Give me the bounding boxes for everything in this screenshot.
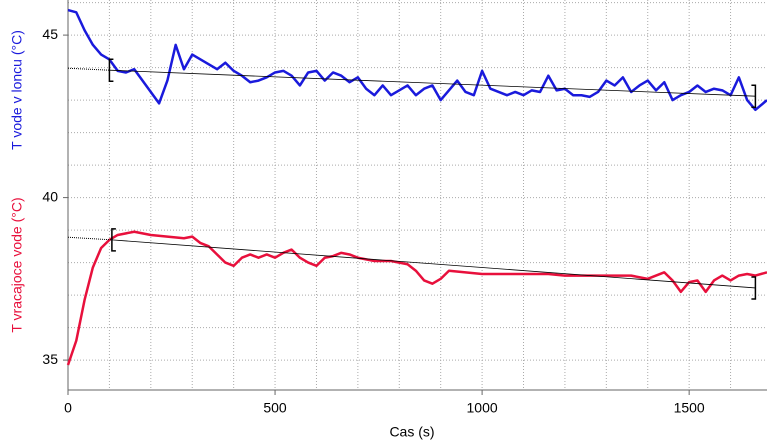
- fit-line: [109, 69, 756, 97]
- fit-extension: [67, 67, 110, 71]
- data-line: [67, 8, 767, 112]
- bracket: [111, 228, 116, 252]
- y-tick-label: 35: [42, 351, 58, 367]
- fit-line: [111, 239, 756, 289]
- bracket: [108, 58, 114, 82]
- data-line: [66, 230, 767, 366]
- x-axis-label: Cas (s): [389, 424, 434, 440]
- x-tick-label: 500: [263, 400, 287, 416]
- y-axis-label: T vracajoce vode (°C): [9, 197, 25, 332]
- x-tick-label: 1500: [674, 400, 705, 416]
- bracket: [751, 84, 757, 108]
- y-axis-label: T vode v loncu (°C): [9, 30, 25, 150]
- fit-extension: [67, 236, 112, 241]
- y-tick-label: 40: [42, 188, 58, 204]
- bracket: [751, 276, 757, 300]
- x-tick-label: 1000: [467, 400, 498, 416]
- y-tick-label: 45: [42, 26, 58, 42]
- x-tick-label: 0: [64, 400, 72, 416]
